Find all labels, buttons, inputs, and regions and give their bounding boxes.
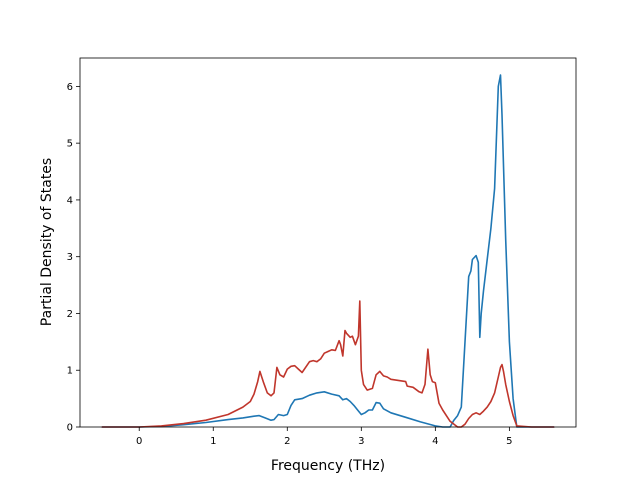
axes-frame: [79, 57, 577, 428]
y-axis-ticks: 0 1 2 3 4 5 6: [67, 82, 80, 434]
y-tick-label: 0: [67, 423, 73, 434]
series-line-0: [101, 74, 555, 428]
y-tick-label: 1: [67, 366, 73, 377]
y-axis-label: Partial Density of States: [39, 158, 55, 326]
x-tick-label: 4: [432, 436, 438, 447]
y-tick-label: 5: [67, 139, 73, 150]
x-tick-label: 0: [136, 436, 142, 447]
y-tick-label: 3: [67, 252, 73, 263]
x-tick-label: 3: [358, 436, 364, 447]
y-tick-label: 2: [67, 309, 73, 320]
y-tick-label: 6: [67, 82, 73, 93]
series-line-1: [101, 300, 555, 428]
x-axis-ticks: 0 1 2 3 4 5: [136, 427, 513, 447]
plot-lines: [101, 74, 555, 428]
x-tick-label: 1: [210, 436, 216, 447]
x-tick-label: 5: [506, 436, 512, 447]
x-tick-label: 2: [284, 436, 290, 447]
y-tick-label: 4: [67, 195, 73, 206]
x-axis-label: Frequency (THz): [271, 458, 385, 474]
